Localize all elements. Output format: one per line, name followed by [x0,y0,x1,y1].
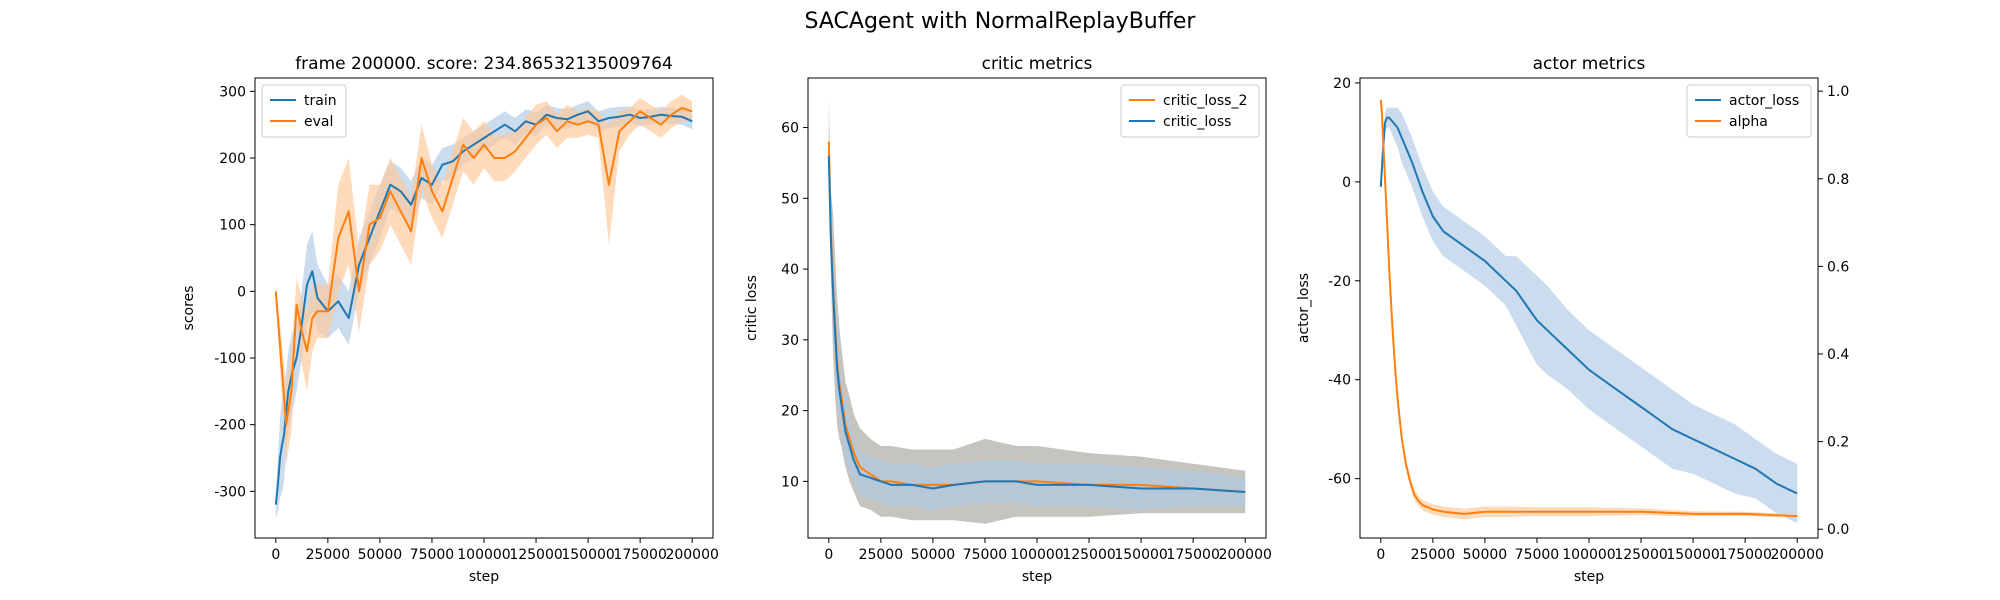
plot-title: frame 200000. score: 234.86532135009764 [295,54,673,74]
y2-tick-label: 0.2 [1827,435,1849,451]
series-line-alpha [1379,99,1798,518]
x-tick-label: 200000 [1218,547,1271,563]
y-tick-label: -20 [1328,274,1351,290]
y-tick-label: -200 [214,418,246,434]
x-tick-label: 25000 [306,547,351,563]
band-eval [275,94,693,465]
series-line-train [274,110,693,505]
legend-label-alpha: alpha [1729,114,1768,130]
y-tick-label: 300 [219,84,246,100]
x-tick-label: 50000 [1463,547,1508,563]
x-tick-label: 125000 [1614,547,1667,563]
x-tick-label: 100000 [1010,547,1063,563]
x-tick-label: 200000 [665,547,718,563]
legend-label-critic_loss: critic_loss [1163,114,1231,130]
x-tick-label: 50000 [358,547,403,563]
y2-tick-label: 0.4 [1827,347,1849,363]
y-tick-label: 20 [781,404,799,420]
series-line-eval [274,107,693,426]
y2-tick-label: 0.6 [1827,259,1849,275]
x-tick-label: 75000 [410,547,455,563]
y-axis-label: critic loss [744,275,760,341]
legend-box [1686,84,1812,138]
y2-tick-label: 0.0 [1827,522,1849,538]
x-tick-label: 125000 [1062,547,1115,563]
y-tick-label: 0 [1342,175,1351,191]
y-tick-label: 10 [781,474,799,490]
y-axis-label: actor_loss [1296,273,1312,343]
y-axis-label: scores [181,286,197,331]
x-tick-label: 150000 [1666,547,1719,563]
x-tick-label: 25000 [1411,547,1456,563]
y2-tick-label: 0.8 [1827,172,1849,188]
y-tick-label: 30 [781,333,799,349]
x-tick-label: 0 [824,547,833,563]
y-tick-label: 20 [1333,76,1351,92]
y-tick-label: 60 [781,121,799,137]
y-tick-label: 100 [219,218,246,234]
legend-label-eval: eval [304,114,333,130]
x-tick-label: 150000 [1114,547,1167,563]
legend-box [261,84,347,138]
series-line-critic_loss [827,155,1246,493]
y-tick-label: 0 [237,284,246,300]
legend: critic_loss_2 critic_loss [1120,84,1260,138]
x-tick-label: 150000 [561,547,614,563]
legend: train eval [261,84,347,138]
plot-critic-metrics: 0 25000 50000 75000 100000125000150000175000… [744,54,1272,585]
series-line-critic_loss_2 [827,141,1246,493]
x-axis-label: step [1022,569,1052,585]
plot-scores: 0 25000 50000 75000 100000125000150000175000… [181,54,719,585]
legend-label-train: train [304,93,337,109]
x-tick-label: 175000 [1166,547,1219,563]
band-critic_loss_2 [828,99,1246,524]
x-tick-label: 175000 [613,547,666,563]
legend-label-actor_loss: actor_loss [1729,93,1799,109]
x-axis-label: step [469,569,499,585]
plot-title: critic metrics [982,54,1093,74]
y-tick-label: -100 [214,351,246,367]
x-tick-label: 0 [1376,547,1385,563]
x-tick-label: 200000 [1770,547,1823,563]
x-tick-label: 100000 [457,547,510,563]
x-tick-label: 75000 [963,547,1008,563]
figure-suptitle: SACAgent with NormalReplayBuffer [805,9,1197,34]
y-tick-label: 50 [781,191,799,207]
x-tick-label: 175000 [1718,547,1771,563]
x-tick-label: 75000 [1515,547,1560,563]
band-actor_loss [1380,107,1798,524]
y-tick-label: -40 [1328,373,1351,389]
x-axis-label: step [1574,569,1604,585]
y-tick-label: 200 [219,151,246,167]
plot-actor-metrics: 0 25000 50000 75000 100000125000150000175000… [1296,54,1849,585]
plot-title: actor metrics [1533,54,1646,74]
x-tick-label: 50000 [911,547,956,563]
x-tick-label: 100000 [1562,547,1615,563]
y2-tick-label: 1.0 [1827,84,1849,100]
y-tick-label: -60 [1328,472,1351,488]
y-tick-label: -300 [214,484,246,500]
legend-box [1120,84,1260,138]
x-tick-label: 0 [271,547,280,563]
y-tick-label: 40 [781,262,799,278]
x-tick-label: 25000 [859,547,904,563]
x-tick-label: 125000 [509,547,562,563]
legend-label-critic_loss_2: critic_loss_2 [1163,93,1247,109]
series-line-actor_loss [1379,116,1798,495]
band-critic_loss [828,127,1246,510]
